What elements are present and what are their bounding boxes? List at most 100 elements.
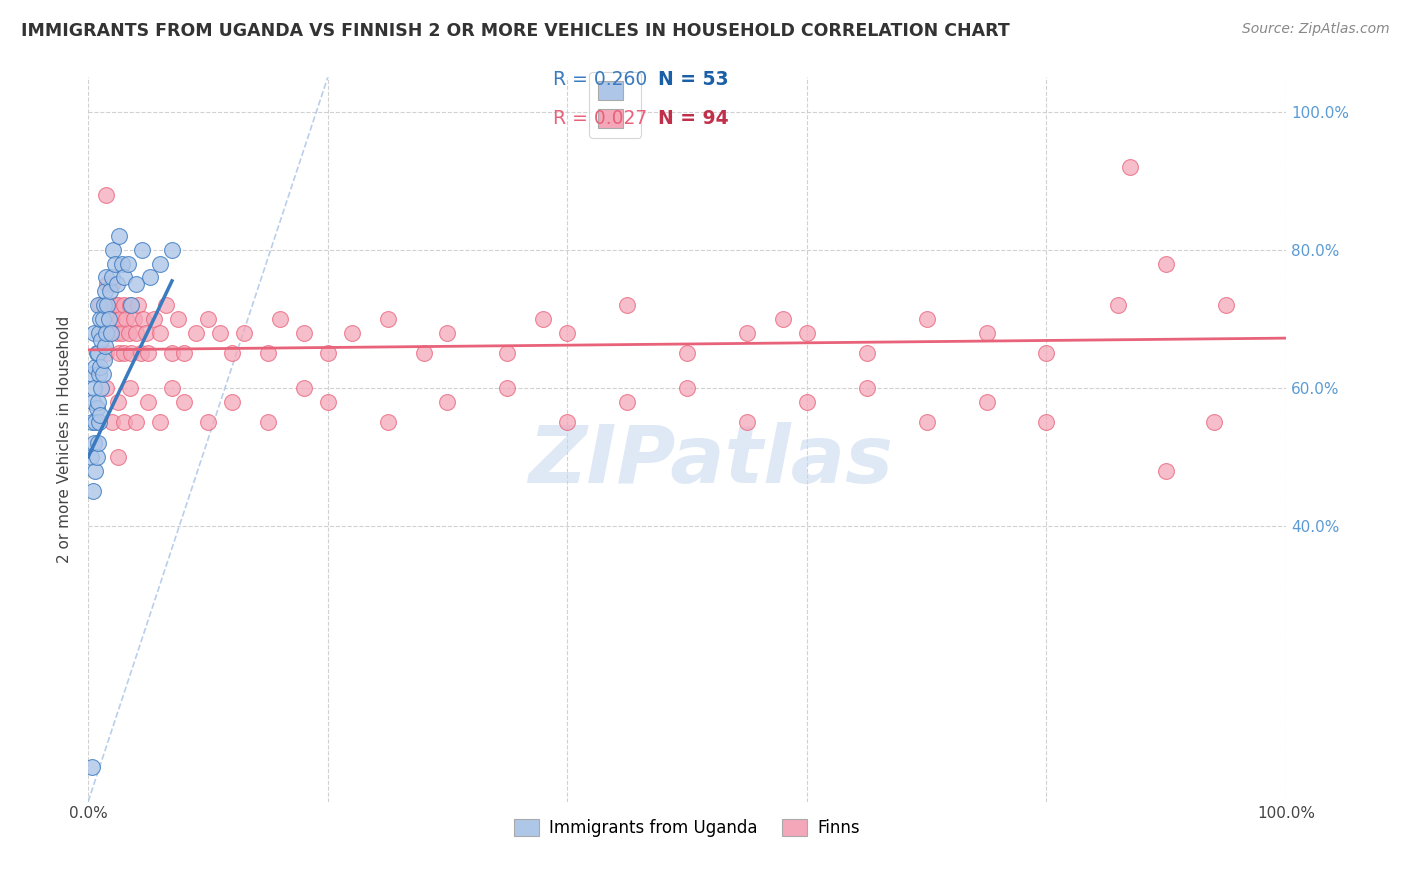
- Point: [1204, 415, 1226, 429]
- Point: [96, 277, 118, 292]
- Point: [125, 415, 148, 429]
- Point: [125, 326, 148, 340]
- Point: [976, 394, 998, 409]
- Text: R = 0.027: R = 0.027: [553, 109, 647, 128]
- Point: [139, 270, 162, 285]
- Point: [108, 229, 131, 244]
- Point: [531, 311, 554, 326]
- Point: [377, 311, 399, 326]
- Point: [87, 436, 110, 450]
- Point: [93, 353, 115, 368]
- Point: [676, 346, 699, 360]
- Point: [796, 394, 818, 409]
- Point: [436, 394, 458, 409]
- Point: [90, 381, 112, 395]
- Point: [915, 415, 938, 429]
- Point: [616, 394, 638, 409]
- Point: [79, 450, 101, 464]
- Point: [160, 346, 183, 360]
- Point: [122, 311, 145, 326]
- Point: [269, 311, 291, 326]
- Point: [89, 298, 111, 312]
- Point: [107, 298, 129, 312]
- Point: [173, 394, 195, 409]
- Point: [103, 257, 125, 271]
- Point: [97, 311, 120, 326]
- Point: [83, 381, 105, 395]
- Point: [87, 415, 110, 429]
- Point: [496, 381, 519, 395]
- Point: [103, 243, 125, 257]
- Point: [377, 415, 399, 429]
- Point: [98, 284, 121, 298]
- Point: [94, 284, 117, 298]
- Legend: Immigrants from Uganda, Finns: Immigrants from Uganda, Finns: [508, 813, 866, 844]
- Point: [94, 346, 117, 360]
- Point: [221, 394, 243, 409]
- Point: [112, 298, 135, 312]
- Point: [94, 381, 117, 395]
- Point: [87, 346, 110, 360]
- Point: [111, 326, 134, 340]
- Point: [1035, 415, 1057, 429]
- Point: [131, 243, 153, 257]
- Point: [94, 187, 117, 202]
- Point: [120, 346, 142, 360]
- Point: [86, 346, 108, 360]
- Point: [292, 326, 315, 340]
- Point: [412, 346, 434, 360]
- Point: [120, 298, 142, 312]
- Point: [316, 394, 339, 409]
- Point: [143, 311, 166, 326]
- Point: [132, 311, 155, 326]
- Point: [87, 298, 110, 312]
- Point: [149, 326, 172, 340]
- Point: [80, 415, 103, 429]
- Point: [90, 333, 112, 347]
- Point: [160, 381, 183, 395]
- Text: N = 94: N = 94: [658, 109, 728, 128]
- Text: N = 53: N = 53: [658, 70, 728, 88]
- Point: [84, 360, 107, 375]
- Point: [84, 464, 107, 478]
- Point: [155, 298, 177, 312]
- Point: [98, 326, 121, 340]
- Point: [1035, 346, 1057, 360]
- Point: [91, 367, 114, 381]
- Point: [101, 311, 124, 326]
- Point: [772, 311, 794, 326]
- Point: [101, 277, 124, 292]
- Point: [120, 381, 142, 395]
- Text: ZIPatlas: ZIPatlas: [529, 422, 893, 500]
- Point: [89, 360, 111, 375]
- Point: [89, 409, 111, 423]
- Point: [105, 326, 128, 340]
- Y-axis label: 2 or more Vehicles in Household: 2 or more Vehicles in Household: [58, 316, 72, 563]
- Point: [94, 270, 117, 285]
- Point: [555, 326, 578, 340]
- Point: [115, 311, 138, 326]
- Point: [101, 270, 124, 285]
- Point: [93, 298, 115, 312]
- Point: [555, 415, 578, 429]
- Point: [108, 346, 131, 360]
- Point: [976, 326, 998, 340]
- Point: [117, 257, 139, 271]
- Point: [135, 326, 157, 340]
- Point: [173, 346, 195, 360]
- Point: [208, 326, 231, 340]
- Point: [496, 346, 519, 360]
- Point: [316, 346, 339, 360]
- Point: [87, 394, 110, 409]
- Point: [436, 326, 458, 340]
- Point: [855, 346, 877, 360]
- Point: [118, 326, 141, 340]
- Point: [91, 326, 114, 340]
- Point: [82, 484, 104, 499]
- Point: [82, 394, 104, 409]
- Point: [103, 298, 125, 312]
- Point: [96, 298, 118, 312]
- Point: [110, 311, 132, 326]
- Text: Source: ZipAtlas.com: Source: ZipAtlas.com: [1241, 22, 1389, 37]
- Point: [112, 346, 135, 360]
